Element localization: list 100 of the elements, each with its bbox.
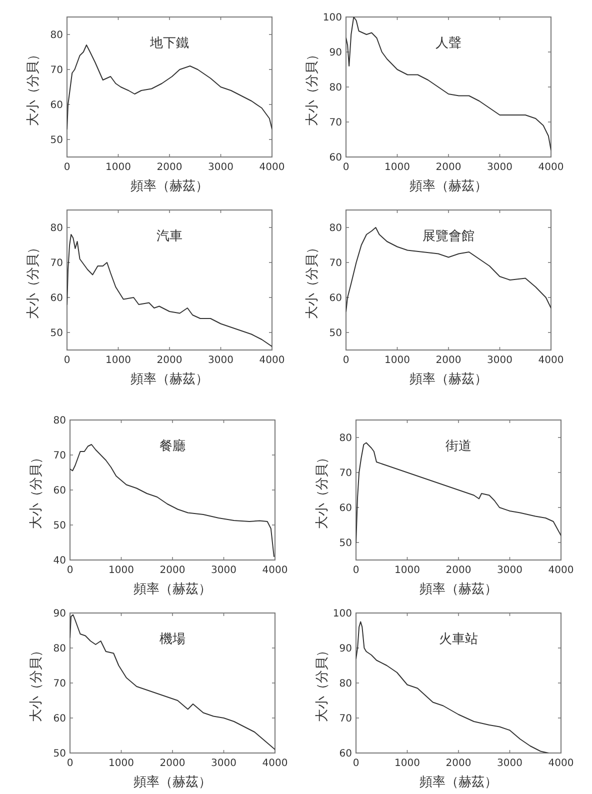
y-tick-label: 70 [329,118,342,128]
x-tick-label: 0 [342,162,350,173]
y-tick-label: 70 [50,258,63,269]
y-tick-label: 100 [322,12,342,24]
y-axis-title: 大小（分貝） [315,451,330,529]
x-tick-label: 3000 [487,355,512,366]
x-tick-label: 4000 [262,758,288,769]
y-tick-label: 50 [53,520,66,532]
y-tick-label: 50 [53,748,66,760]
y-tick-label: 80 [50,30,63,41]
x-tick-label: 4000 [259,162,285,173]
text: 汽車 [156,229,182,244]
x-tick-label: 4000 [262,565,288,576]
x-tick-label: 1000 [384,162,410,173]
text: 人聲 [436,36,462,51]
y-tick-label: 50 [50,328,63,339]
y-tick-label: 80 [339,433,352,444]
line-series [346,227,551,312]
x-tick-label: 4000 [548,758,574,769]
x-tick-label: 2000 [160,565,186,576]
x-tick-label: 2000 [156,355,182,366]
x-tick-label: 2000 [436,355,462,366]
x-tick-label: 4000 [538,355,564,366]
y-tick-label: 90 [53,608,66,620]
y-axis-title: 大小（分貝） [29,451,44,529]
y-tick-label: 50 [339,538,352,549]
y-axis-title: 大小（分貝） [29,644,44,722]
x-axis-title: 頻率（赫茲） [134,774,212,790]
x-tick-label: 2000 [156,162,182,173]
y-tick-label: 60 [50,293,63,304]
text: 機場 [160,632,186,647]
x-tick-label: 4000 [538,162,564,173]
y-tick-label: 80 [339,678,352,690]
x-tick-label: 0 [66,565,74,576]
x-tick-label: 3000 [208,162,234,173]
y-tick-label: 70 [50,65,63,76]
y-tick-label: 80 [53,644,66,654]
x-tick-label: 3000 [211,758,236,769]
y-tick-label: 70 [329,258,342,269]
text: 展覽會館 [422,229,474,244]
x-tick-label: 1000 [384,355,410,366]
y-axis-title: 大小（分貝） [305,48,320,126]
x-tick-label: 3000 [487,162,512,173]
x-tick-label: 0 [64,355,70,366]
text: 地下鐵 [149,36,189,51]
x-axis-title: 頻率（赫茲） [130,178,208,194]
y-axis-title: 大小（分貝） [315,644,330,722]
x-tick-label: 4000 [259,355,285,366]
x-tick-label: 3000 [497,565,522,576]
x-tick-label: 2000 [446,565,472,576]
y-axis-title: 大小（分貝） [26,48,41,126]
x-tick-label: 2000 [436,162,462,173]
text: 火車站 [439,632,478,647]
text: 餐廳 [160,439,186,454]
x-tick-label: 1000 [108,565,134,576]
y-tick-label: 60 [339,503,352,514]
x-tick-label: 0 [342,355,350,366]
y-tick-label: 80 [53,416,66,426]
x-axis-title: 頻率（赫茲） [420,581,498,597]
x-tick-label: 4000 [548,565,574,576]
x-tick-label: 0 [66,758,74,769]
y-axis-title: 大小（分貝） [305,241,320,319]
y-tick-label: 90 [339,644,352,654]
y-tick-label: 40 [53,556,66,566]
y-tick-label: 90 [329,48,342,58]
y-tick-label: 50 [50,135,63,146]
x-tick-label: 1000 [106,162,131,173]
y-tick-label: 60 [339,748,352,760]
y-tick-label: 100 [332,608,352,620]
x-axis-title: 頻率（赫茲） [420,774,498,790]
line-series [346,17,551,150]
y-tick-label: 70 [339,714,352,724]
y-tick-label: 80 [329,223,342,234]
x-tick-label: 0 [64,162,70,173]
y-tick-label: 50 [329,328,342,339]
y-tick-label: 60 [53,486,66,496]
x-tick-label: 0 [352,758,360,769]
text: 街道 [446,439,472,454]
x-tick-label: 0 [352,565,360,576]
y-tick-label: 70 [53,678,66,690]
y-tick-label: 80 [329,82,342,94]
y-tick-label: 60 [50,100,63,111]
line-series [70,614,275,750]
x-tick-label: 3000 [497,758,522,769]
x-tick-label: 1000 [394,758,420,769]
y-tick-label: 60 [329,293,342,304]
x-tick-label: 3000 [211,565,236,576]
y-tick-label: 80 [50,223,63,234]
x-tick-label: 2000 [446,758,472,769]
y-tick-label: 70 [339,468,352,479]
x-axis-title: 頻率（赫茲） [130,371,208,387]
x-tick-label: 2000 [160,758,186,769]
x-tick-label: 1000 [394,565,420,576]
x-axis-title: 頻率（赫茲） [410,371,488,387]
x-axis-title: 頻率（赫茲） [134,581,212,597]
y-axis-title: 大小（分貝） [26,241,41,319]
x-tick-label: 3000 [208,355,234,366]
y-tick-label: 60 [53,714,66,724]
y-tick-label: 70 [53,450,66,462]
x-tick-label: 1000 [108,758,134,769]
